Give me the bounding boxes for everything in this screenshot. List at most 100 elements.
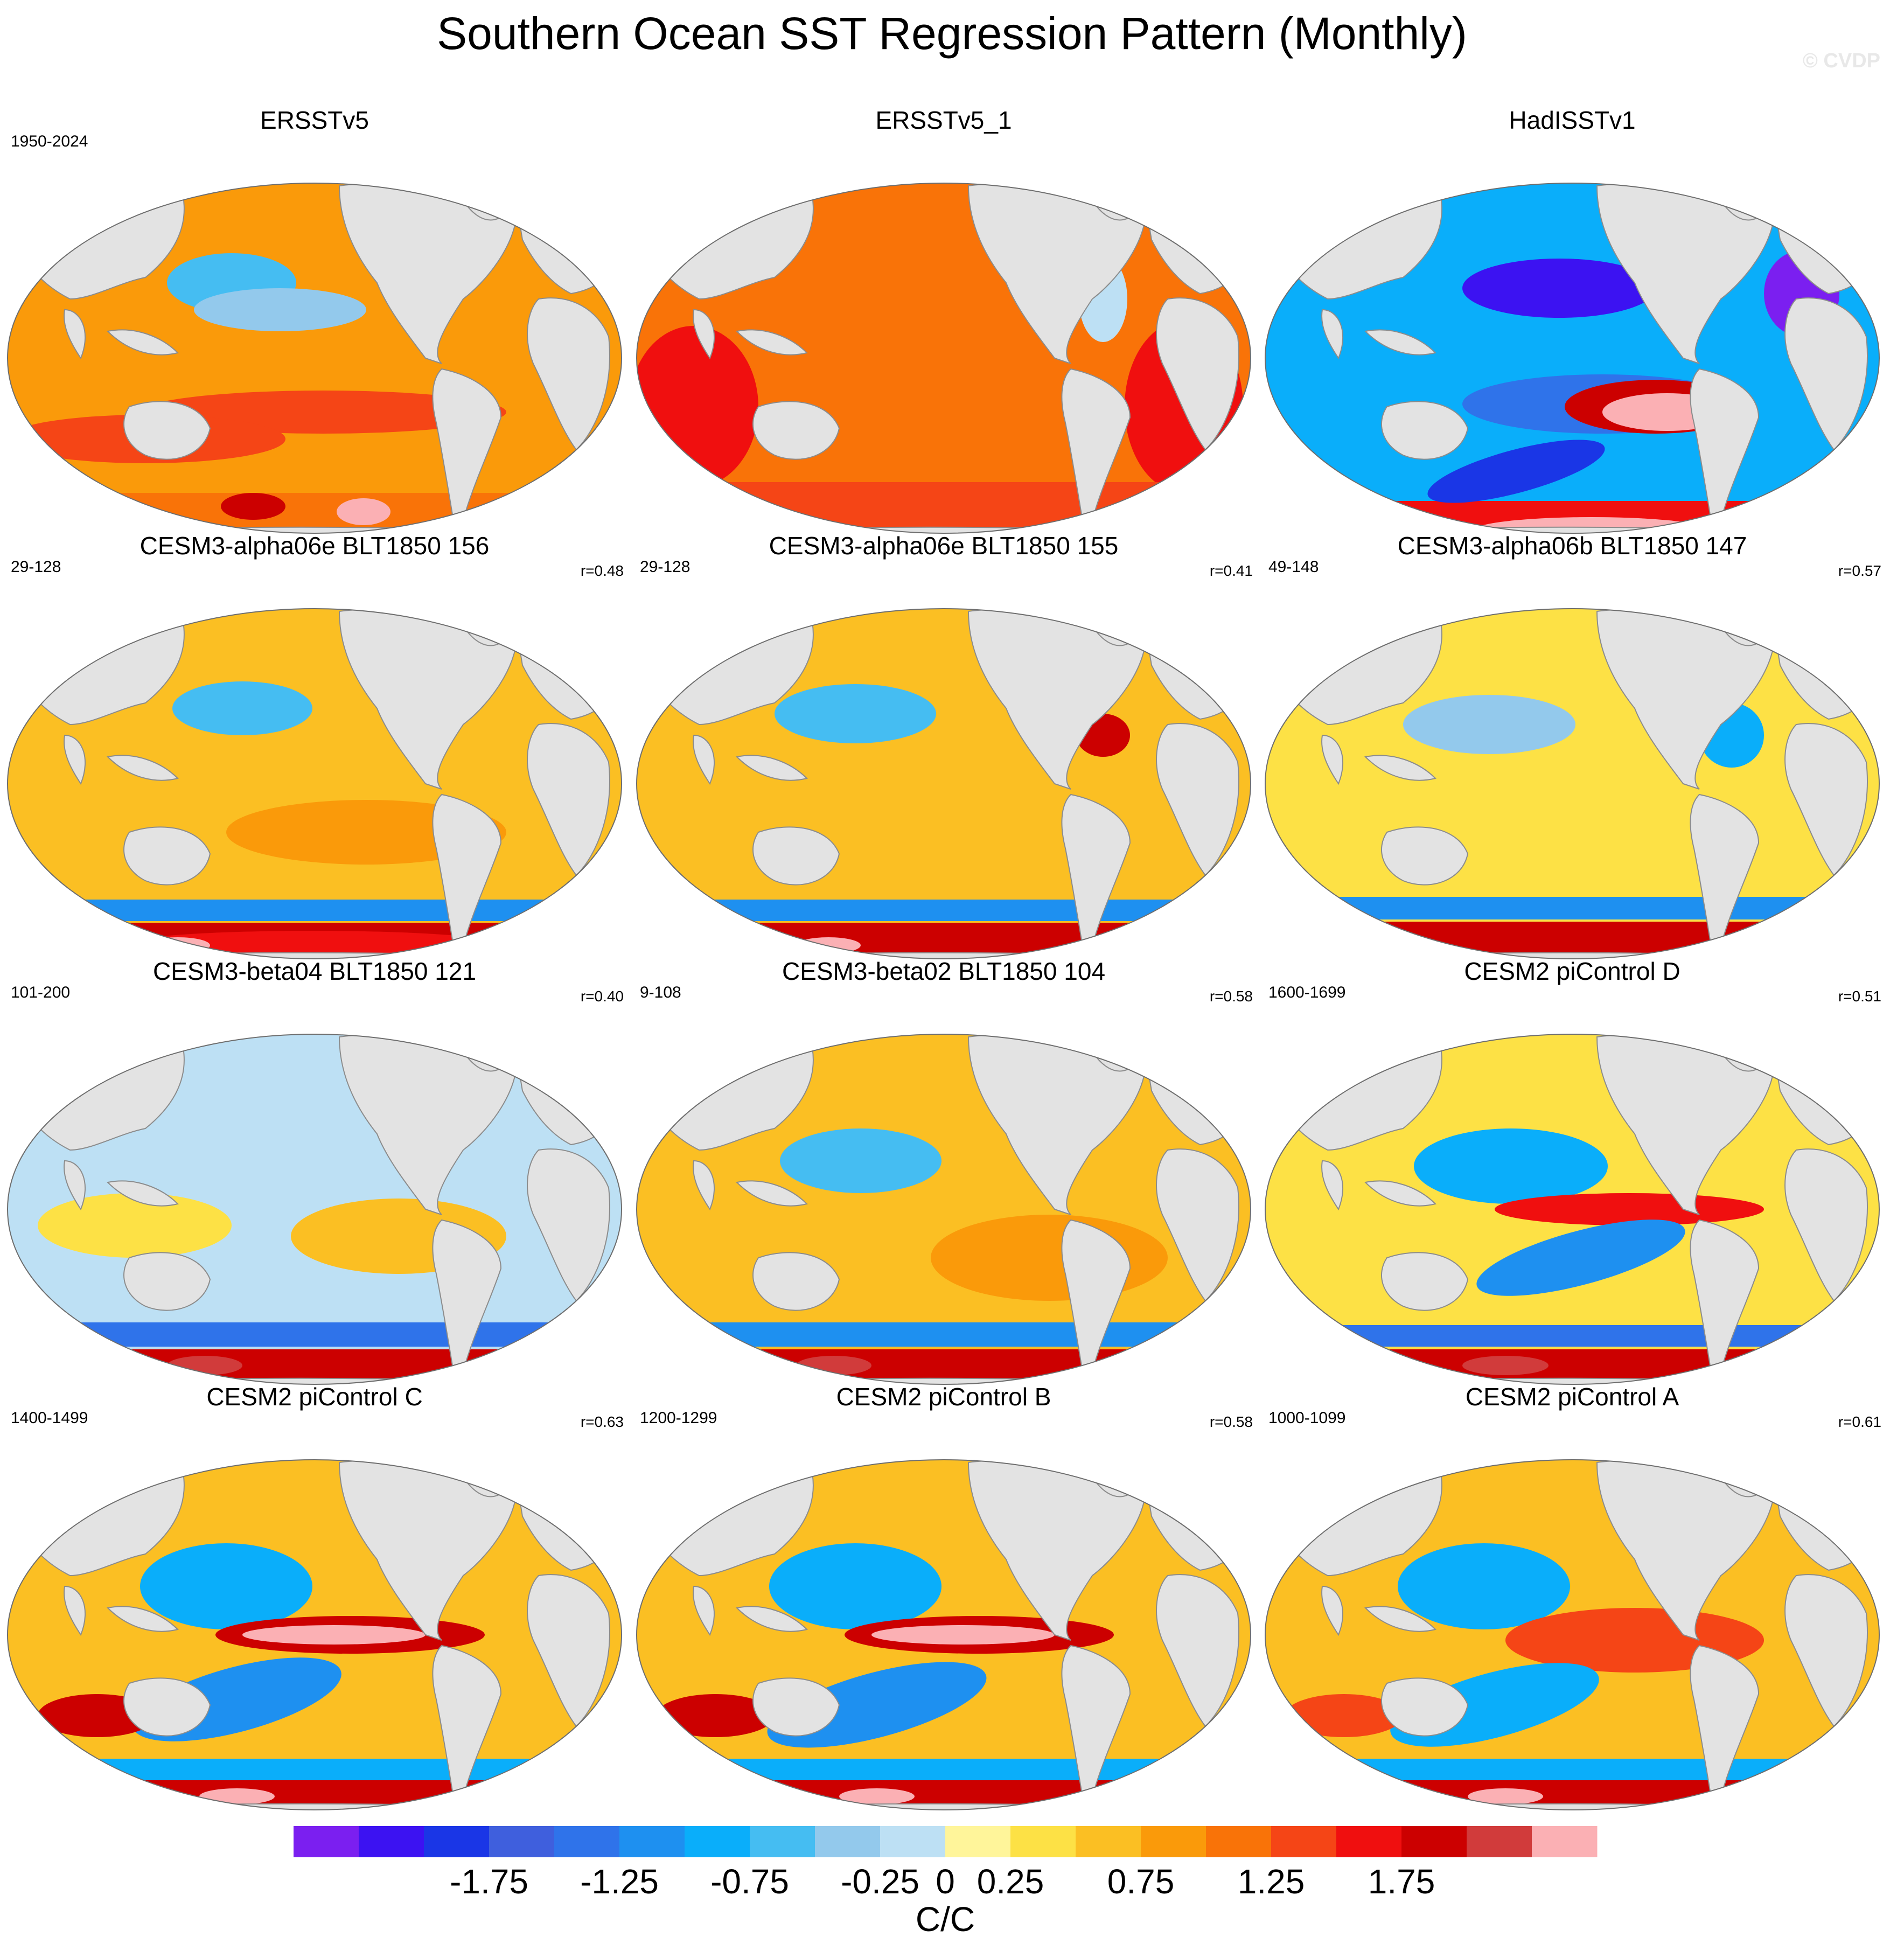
land-maritime [1364, 1180, 1436, 1207]
warm-anomaly [221, 493, 285, 520]
panel-title: CESM2 piControl C [206, 1383, 423, 1411]
cool-anomaly [775, 684, 936, 743]
land-india [64, 1585, 86, 1636]
colorbar-tick-label: 1.75 [1368, 1862, 1435, 1901]
land-india [693, 1160, 715, 1211]
land-australia [752, 1252, 840, 1311]
map-outline [636, 1459, 1251, 1810]
panel-title: CESM3-alpha06e BLT1850 156 [140, 532, 490, 560]
colorbar-swatch [489, 1826, 555, 1857]
land-australia [123, 401, 211, 460]
map-panel: CESM2 piControl C 1400-1499 r=0.63 [0, 1382, 629, 1813]
panel-title: CESM3-alpha06b BLT1850 147 [1397, 532, 1747, 560]
colorbar-tick-label: 0.75 [1107, 1862, 1175, 1901]
map-plot [7, 183, 622, 534]
land-maritime [735, 755, 808, 781]
panel-pattern-correlation: r=0.41 [1209, 562, 1253, 579]
colorbar-swatch [1467, 1826, 1532, 1857]
map-outline [7, 183, 622, 534]
panel-years: 9-108 [640, 984, 681, 1001]
panel-years: 1950-2024 [11, 133, 88, 150]
colorbar-tick-label: 1.25 [1238, 1862, 1305, 1901]
land-india [64, 1160, 86, 1211]
colorbar-swatch [1206, 1826, 1272, 1857]
map-plot [1265, 1034, 1880, 1385]
map-outline [636, 608, 1251, 959]
cool-band [637, 1759, 1251, 1780]
map-panel: CESM3-alpha06e BLT1850 156 29-128 r=0.48 [0, 531, 629, 961]
panel-pattern-correlation: r=0.58 [1209, 988, 1253, 1005]
cool-anomaly [769, 1543, 941, 1629]
land-india [693, 734, 715, 785]
land-india [693, 1585, 715, 1636]
land-india [64, 309, 86, 360]
land-antarctica [1300, 1803, 1845, 1810]
land-antarctica [672, 1803, 1217, 1810]
cool-anomaly [780, 1128, 941, 1193]
map-outline [7, 608, 622, 959]
southern-band [1265, 922, 1879, 953]
cool-band [8, 900, 622, 921]
panel-title: ERSSTv5 [260, 106, 369, 134]
panel-title: ERSSTv5_1 [875, 106, 1012, 134]
cool-anomaly [140, 1543, 312, 1629]
cool-anomaly [172, 681, 312, 735]
land-australia [752, 826, 840, 886]
panel-pattern-correlation: r=0.58 [1209, 1413, 1253, 1430]
land-maritime [106, 329, 179, 356]
map-panel: CESM2 piControl B 1200-1299 r=0.58 [629, 1382, 1258, 1813]
land-australia [1381, 401, 1469, 460]
panel-title: CESM3-beta04 BLT1850 121 [152, 957, 477, 985]
panel-years: 1000-1099 [1268, 1409, 1346, 1427]
panel-pattern-correlation: r=0.40 [580, 988, 624, 1005]
cool-anomaly [1462, 259, 1656, 318]
map-panel: ERSSTv5 1950-2024 [0, 105, 629, 536]
land-australia [123, 1677, 211, 1737]
panel-years: 101-200 [11, 984, 71, 1001]
warm-anomaly [199, 1788, 275, 1804]
map-outline [1265, 1459, 1880, 1810]
land-india [1321, 734, 1343, 785]
panel-pattern-correlation: r=0.63 [580, 1413, 624, 1430]
map-panel: CESM3-beta04 BLT1850 121 101-200 r=0.40 [0, 956, 629, 1387]
cool-anomaly [1414, 1128, 1608, 1204]
map-field [8, 1034, 622, 1384]
map-field [8, 183, 622, 533]
colorbar-tick-label: -0.25 [841, 1862, 919, 1901]
cool-anomaly [1476, 1220, 1685, 1296]
panel-pattern-correlation: r=0.61 [1838, 1413, 1881, 1430]
warm-anomaly [656, 1694, 775, 1737]
colorbar-label: C/C [916, 1900, 975, 1939]
panel-years: 49-148 [1268, 558, 1319, 576]
map-plot [7, 1459, 622, 1810]
land-maritime [106, 1606, 179, 1632]
map-outline [1265, 608, 1880, 959]
land-maritime [735, 1606, 808, 1632]
colorbar-swatch [945, 1826, 1011, 1857]
panel-years: 29-128 [11, 558, 61, 576]
cool-band [637, 1322, 1251, 1347]
warm-anomaly [38, 1193, 232, 1258]
map-field [1265, 1034, 1879, 1384]
warm-anomaly [1462, 1356, 1549, 1375]
land-maritime [106, 755, 179, 781]
southern-band [637, 1349, 1251, 1382]
map-field [637, 1460, 1251, 1810]
map-outline [7, 1459, 622, 1810]
land-australia [1381, 1677, 1469, 1737]
map-field [1265, 609, 1879, 959]
map-plot [636, 1034, 1251, 1385]
map-plot [636, 608, 1251, 959]
colorbar-swatch [880, 1826, 946, 1857]
warm-anomaly [839, 1788, 915, 1804]
cool-anomaly [1403, 695, 1575, 754]
map-field [8, 1460, 622, 1810]
land-australia [123, 826, 211, 886]
map-plot [636, 183, 1251, 534]
colorbar-tick-label: 0.25 [977, 1862, 1044, 1901]
map-field [1265, 1460, 1879, 1810]
land-india [1321, 309, 1343, 360]
panel-pattern-correlation: r=0.51 [1838, 988, 1881, 1005]
colorbar-swatch [1401, 1826, 1467, 1857]
map-plot [1265, 1459, 1880, 1810]
